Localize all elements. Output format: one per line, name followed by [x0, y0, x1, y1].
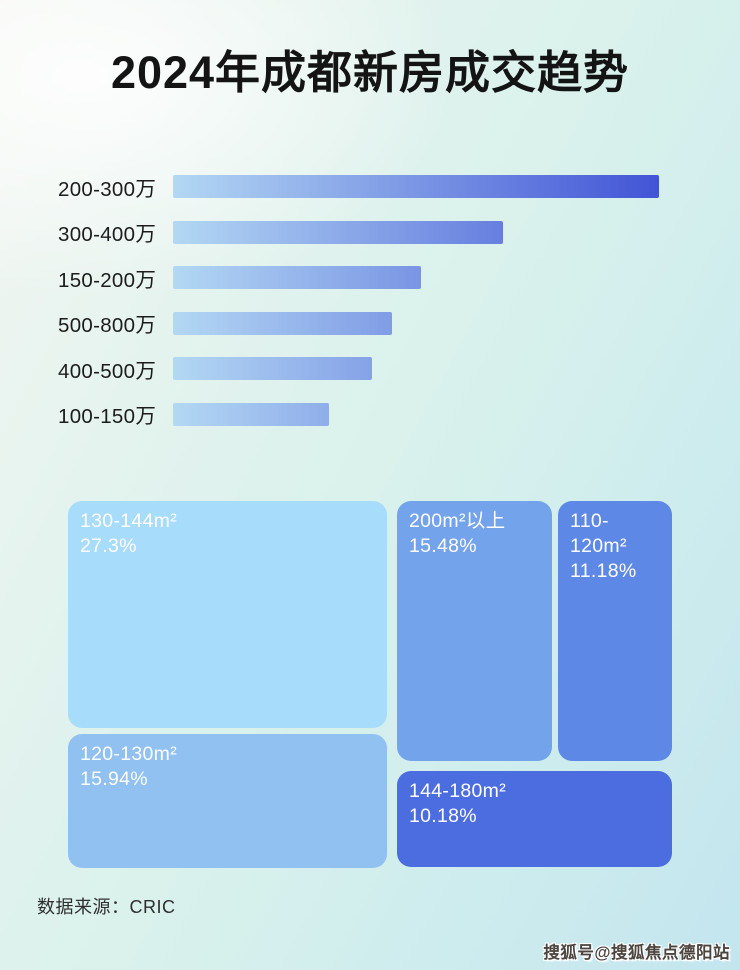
treemap-tile-130-144: 130-144m² 27.3%: [68, 501, 387, 728]
tile-percentage: 15.94%: [80, 768, 148, 790]
tile-percentage: 15.48%: [409, 535, 477, 557]
tile-label: 110-120m²: [570, 510, 627, 557]
bar-row: 300-400万: [58, 210, 660, 256]
bar: [173, 357, 373, 381]
watermark-text: 搜狐号@搜狐焦点德阳站: [543, 944, 730, 962]
tile-label: 120-130m²: [80, 743, 178, 765]
bar-category-label: 150-200万: [58, 268, 157, 292]
bar-track: [173, 220, 659, 244]
bar-category-label: 300-400万: [58, 223, 157, 247]
bar: [173, 402, 329, 426]
treemap-tile-110-120: 110-120m² 11.18%: [558, 501, 672, 761]
bar-category-label: 200-300万: [58, 177, 157, 201]
tile-percentage: 10.18%: [409, 805, 477, 827]
bar-track: [173, 402, 659, 426]
tile-label: 130-144m²: [80, 510, 178, 532]
bar-track: [173, 175, 659, 199]
data-source-label: 数据来源：CRIC: [37, 897, 176, 917]
bar: [173, 311, 392, 335]
bar: [173, 266, 421, 290]
bar-row: 400-500万: [58, 346, 660, 392]
price-range-bar-chart: 200-300万 300-400万 150-200万 500-800万 400-…: [58, 164, 660, 437]
bar-category-label: 500-800万: [58, 314, 157, 338]
bar-category-label: 100-150万: [58, 405, 157, 429]
bar-track: [173, 266, 659, 290]
bar-row: 100-150万: [58, 392, 660, 438]
bar: [173, 220, 504, 244]
page-title: 2024年成都新房成交趋势: [110, 47, 630, 98]
bar: [173, 175, 659, 199]
tile-label: 144-180m²: [409, 780, 507, 802]
tile-percentage: 27.3%: [80, 535, 137, 557]
tile-percentage: 11.18%: [570, 560, 637, 582]
bar-track: [173, 311, 659, 335]
bar-category-label: 400-500万: [58, 359, 157, 383]
bar-row: 150-200万: [58, 255, 660, 301]
tile-label: 200m²以上: [409, 510, 506, 532]
treemap-tile-144-180: 144-180m² 10.18%: [397, 771, 672, 867]
treemap-tile-120-130: 120-130m² 15.94%: [68, 734, 387, 868]
treemap-tile-200-plus: 200m²以上 15.48%: [397, 501, 552, 761]
bar-row: 500-800万: [58, 301, 660, 347]
bar-row: 200-300万: [58, 164, 660, 210]
bar-track: [173, 357, 659, 381]
